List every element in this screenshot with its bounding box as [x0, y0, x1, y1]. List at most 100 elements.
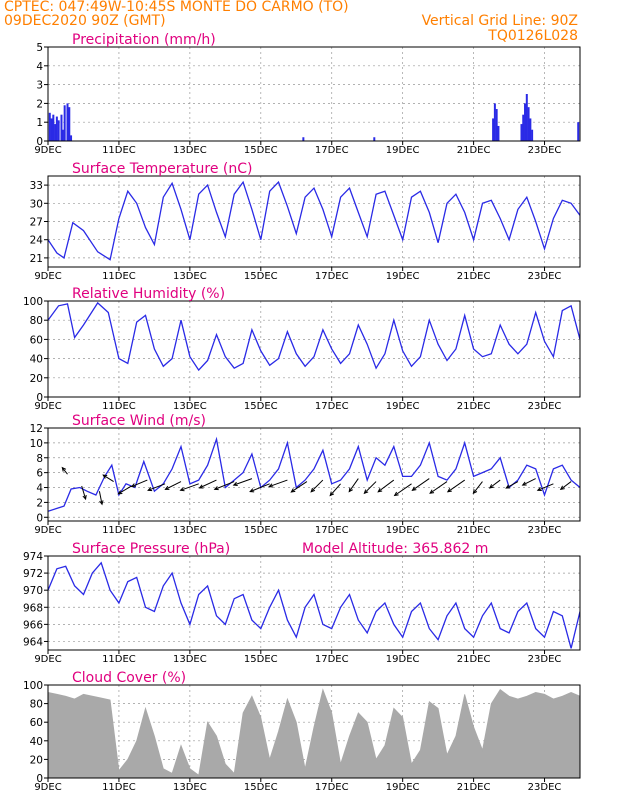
wind-xtick-label: 17DEC — [315, 525, 349, 536]
wind-xtick-label: 21DEC — [457, 525, 491, 536]
wind-ytick-label: 10 — [30, 438, 43, 450]
precipitation-ytick-label: 4 — [36, 61, 43, 73]
cloud-cover-area — [48, 688, 580, 778]
precipitation-bar — [55, 116, 58, 141]
temperature-xtick-label: 21DEC — [457, 271, 491, 282]
temperature-xtick-label: 15DEC — [244, 271, 278, 282]
wind-arrow-head — [61, 466, 67, 472]
precipitation-bar — [520, 124, 523, 141]
pressure-frame — [47, 555, 581, 651]
cloud-cover-xtick-label: 21DEC — [457, 782, 491, 793]
wind-arrow — [269, 479, 288, 488]
wind-arrow-head — [213, 486, 219, 491]
pressure-grid — [48, 556, 580, 650]
wind-arrow-head — [99, 500, 104, 506]
humidity-xtick-label: 23DEC — [528, 401, 562, 412]
precipitation-bar — [52, 114, 55, 141]
precipitation-xtick-label: 11DEC — [102, 145, 136, 156]
pressure-panel: 964 966 968 970 972 974 9DEC 11DEC 13DEC 15DEC 17D… — [23, 541, 581, 665]
wind-arrow — [249, 483, 270, 493]
precipitation-title: Precipitation (mm/h) — [72, 32, 216, 48]
humidity-ytick-label: 80 — [30, 315, 43, 327]
pressure-xtick-label: 21DEC — [457, 654, 491, 665]
precipitation-ytick-label: 1 — [36, 117, 43, 129]
wind-arrow-head — [488, 484, 494, 489]
wind-arrow-head — [117, 490, 123, 495]
wind-arrow-head — [377, 487, 383, 493]
wind-ytick-label: 2 — [36, 497, 43, 509]
wind-ytick-label: 6 — [36, 468, 43, 480]
precipitation-xtick-label: 9DEC — [34, 145, 61, 156]
precipitation-bar — [57, 120, 60, 141]
temperature-ytick-label: 30 — [30, 198, 43, 210]
pressure-xtick-label: 17DEC — [315, 654, 349, 665]
precipitation-bar — [493, 103, 496, 141]
temperature-xtick-label: 11DEC — [102, 271, 136, 282]
wind-xtick-label: 23DEC — [528, 525, 562, 536]
temperature-grid — [48, 176, 580, 267]
precipitation-bar — [68, 107, 71, 141]
wind-arrow — [118, 485, 132, 495]
pressure-series — [48, 561, 580, 649]
wind-series — [48, 436, 580, 512]
humidity-xtick-label: 9DEC — [34, 401, 61, 412]
wind-arrow — [394, 483, 412, 496]
wind-arrow — [165, 481, 182, 490]
precipitation-bar — [524, 103, 527, 141]
precipitation-bar — [529, 118, 532, 141]
precipitation-xtick-label: 23DEC — [528, 145, 562, 156]
humidity-ytick-label: 60 — [30, 334, 43, 346]
wind-arrow — [214, 481, 235, 490]
wind-line — [48, 436, 580, 512]
wind-arrow-head — [130, 483, 136, 488]
cloud-cover-panel: 0 20 40 60 80 100 9DEC 11DEC 13DEC 15DEC 17DEC 19DE… — [23, 670, 581, 793]
temperature-ytick-label: 24 — [30, 235, 44, 247]
wind-arrow — [147, 483, 166, 491]
wind-arrow — [537, 483, 554, 491]
pressure-ytick-label: 974 — [23, 551, 43, 563]
precipitation-bar — [54, 124, 57, 141]
precipitation-xtick-label: 21DEC — [457, 145, 491, 156]
pressure-xtick-label: 19DEC — [386, 654, 420, 665]
humidity-plot-area — [48, 301, 580, 397]
humidity-title: Relative Humidity (%) — [72, 286, 225, 302]
wind-arrow — [291, 481, 308, 493]
cloud-cover-xtick-label: 13DEC — [173, 782, 207, 793]
wind-arrow-head — [268, 483, 274, 488]
wind-arrow-head — [348, 487, 353, 493]
cloud-cover-series — [48, 688, 580, 778]
humidity-xtick-label: 21DEC — [457, 401, 491, 412]
wind-arrow-head — [536, 486, 542, 492]
temperature-ytick-label: 27 — [30, 217, 43, 229]
cloud-cover-title: Cloud Cover (%) — [72, 670, 186, 686]
wind-xtick-label: 19DEC — [386, 525, 420, 536]
humidity-xtick-label: 19DEC — [386, 401, 420, 412]
cloud-cover-ytick-label: 60 — [30, 717, 43, 729]
wind-arrow — [102, 474, 114, 482]
precipitation-xtick-label: 17DEC — [315, 145, 349, 156]
precipitation-bar — [522, 114, 525, 141]
wind-arrow — [447, 479, 466, 493]
precipitation-bar — [60, 114, 63, 141]
wind-ytick-label: 4 — [36, 483, 43, 495]
pressure-xtick-label: 13DEC — [173, 654, 207, 665]
humidity-ytick-label: 100 — [23, 296, 43, 308]
pressure-xtick-label: 23DEC — [528, 654, 562, 665]
humidity-xtick-label: 15DEC — [244, 401, 278, 412]
wind-arrow — [98, 491, 103, 505]
pressure-xtick-label: 15DEC — [244, 654, 278, 665]
humidity-ytick-label: 40 — [30, 354, 43, 366]
temperature-ytick-label: 21 — [30, 253, 43, 265]
humidity-panel: 0 20 40 60 80 100 9DEC 11DEC 13DEC 15DEC 17DEC 19DE… — [23, 286, 581, 412]
pressure-ytick-label: 970 — [23, 585, 43, 597]
wind-ytick-label: 0 — [36, 512, 43, 524]
wind-xtick-label: 11DEC — [102, 525, 136, 536]
cloud-cover-xtick-label: 17DEC — [315, 782, 349, 793]
precipitation-plot-area — [48, 47, 580, 141]
wind-arrow — [505, 481, 519, 489]
temperature-title: Surface Temperature (nC) — [72, 161, 253, 177]
pressure-annotation: Model Altitude: 365.862 m — [302, 541, 488, 557]
precipitation-ytick-label: 0 — [36, 136, 43, 148]
